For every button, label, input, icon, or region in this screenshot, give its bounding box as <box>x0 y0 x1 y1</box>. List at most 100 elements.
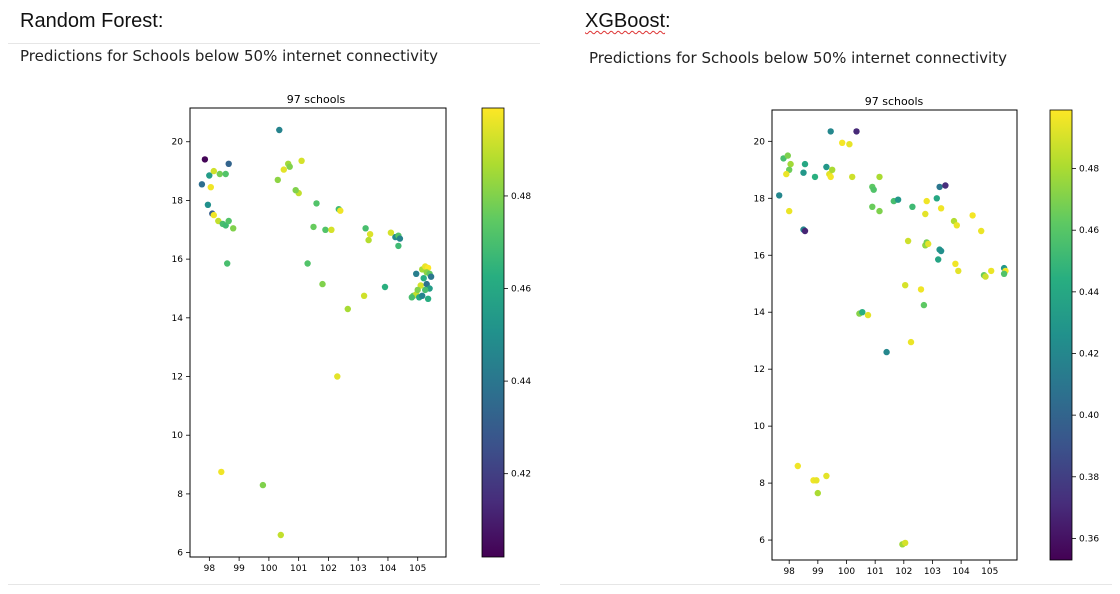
xgboost-heading-group: XGBoost: <box>585 9 671 33</box>
xgboost-data-point <box>909 203 916 210</box>
xgboost-data-point <box>786 207 793 215</box>
xgboost-ytick-label: 10 <box>754 422 766 432</box>
random-forest-data-point <box>334 373 341 380</box>
xgboost-data-point <box>937 247 945 255</box>
random-forest-colorbar <box>481 107 505 558</box>
xgboost-data-point <box>894 196 902 203</box>
xgboost-data-point <box>849 173 856 181</box>
xgboost-colorbar-tick-label: 0.48 <box>1079 165 1099 175</box>
xgboost-colorbar-tick-label: 0.42 <box>1079 349 1099 359</box>
random-forest-data-point <box>292 187 299 194</box>
random-forest-data-point <box>310 223 317 231</box>
xgboost-data-point <box>952 260 959 267</box>
xgboost-ytick-label: 16 <box>754 251 766 261</box>
xgboost-data-point <box>811 173 819 181</box>
xgboost-ytick-label: 8 <box>759 479 765 489</box>
random-forest-data-point <box>408 294 415 301</box>
xgboost-colorbar-tick-label: 0.36 <box>1079 534 1099 544</box>
xgboost-data-point <box>982 273 989 280</box>
random-forest-data-point <box>414 286 421 294</box>
xgboost-colorbar <box>1049 109 1073 561</box>
xgboost-data-point <box>936 183 943 191</box>
random-forest-data-point <box>366 231 374 238</box>
random-forest-data-point <box>277 531 284 539</box>
random-forest-chart-title: 97 schools <box>287 93 346 106</box>
random-forest-ytick-label: 8 <box>177 490 183 500</box>
xgboost-chart-title: 97 schools <box>865 95 924 108</box>
random-forest-data-point <box>207 184 214 191</box>
xgboost-colorbar-ticks: 0.36 0.38 0.40 0.42 0.44 0.46 0.48 <box>1072 165 1099 544</box>
random-forest-data-point <box>230 225 237 232</box>
random-forest-data-point <box>286 163 293 170</box>
random-forest-data-point <box>419 292 426 299</box>
xgboost-data-point <box>904 237 912 245</box>
xgboost-xtick-label: 100 <box>838 567 855 577</box>
xgboost-data-point <box>787 160 794 168</box>
random-forest-data-point <box>210 167 217 175</box>
left-divider <box>8 43 540 44</box>
random-forest-colorbar-tick-label: 0.44 <box>511 377 531 387</box>
random-forest-colorbar-tick-label: 0.48 <box>511 192 531 202</box>
random-forest-colorbar-ticks: 0.42 0.44 0.46 0.48 <box>504 192 531 480</box>
xgboost-data-point <box>823 163 830 171</box>
random-forest-data-point <box>198 181 206 188</box>
random-forest-data-point <box>204 201 212 208</box>
random-forest-data-point <box>420 275 427 282</box>
random-forest-data-point <box>387 229 395 236</box>
random-forest-data-point <box>222 170 229 178</box>
random-forest-data-point <box>225 217 232 225</box>
random-forest-xtick-label: 104 <box>379 564 396 574</box>
xgboost-data-point <box>988 267 995 275</box>
xgboost-data-point <box>794 462 801 470</box>
random-forest-ytick-label: 10 <box>172 431 184 441</box>
random-forest-xtick-label: 102 <box>320 564 337 574</box>
xgboost-xtick-label: 104 <box>953 567 970 577</box>
random-forest-data-point <box>322 226 329 233</box>
xgboost-data-point <box>953 222 960 229</box>
xgboost-x-axis: 98 99 100 101 102 103 104 105 <box>783 560 998 577</box>
xgboost-xtick-label: 99 <box>812 567 824 577</box>
xgboost-data-point <box>937 205 945 212</box>
xgboost-data-point <box>933 195 940 202</box>
xgboost-data-point <box>853 128 860 135</box>
xgboost-data-point <box>876 173 883 181</box>
xgboost-chart: 97 schools 98 99 100 101 102 103 104 105 6 8 10 12… <box>754 95 1100 577</box>
random-forest-data-point <box>259 481 267 489</box>
random-forest-data-point <box>362 225 369 232</box>
xgboost-data-point <box>969 212 976 219</box>
random-forest-data-point <box>344 305 351 313</box>
xgboost-data-point <box>978 227 985 235</box>
random-forest-chart: 97 schools 98 99 100 101 102 103 104 105 6 8 10 12… <box>172 93 532 574</box>
random-forest-data-point <box>201 156 209 163</box>
random-forest-xtick-label: 99 <box>233 564 245 574</box>
random-forest-data-point <box>276 126 283 134</box>
xgboost-data-point <box>907 338 915 346</box>
random-forest-heading: Random Forest: <box>20 10 164 32</box>
xgboost-ytick-label: 20 <box>754 137 766 147</box>
random-forest-data-point <box>274 176 281 184</box>
random-forest-data-point <box>395 242 402 250</box>
random-forest-data-point <box>224 260 231 267</box>
random-forest-data-point <box>313 200 320 207</box>
xgboost-data-point <box>801 160 809 168</box>
xgboost-heading-colon: : <box>665 10 671 32</box>
random-forest-data-point <box>206 172 213 179</box>
xgboost-data-point <box>776 192 783 199</box>
xgboost-data-point <box>813 477 820 484</box>
xgboost-data-point <box>846 141 853 148</box>
random-forest-data-point <box>304 260 311 267</box>
xgboost-data-point <box>876 207 883 215</box>
xgboost-data-point <box>829 166 836 173</box>
xgboost-data-point <box>922 210 929 218</box>
xgboost-data-point <box>955 267 962 275</box>
random-forest-data-point <box>422 286 429 294</box>
xgboost-xtick-label: 101 <box>867 567 884 577</box>
random-forest-subheading: Predictions for Schools below 50% intern… <box>20 47 438 65</box>
random-forest-data-point <box>337 207 344 214</box>
random-forest-colorbar-tick-label: 0.42 <box>511 470 531 480</box>
xgboost-data-point <box>823 472 830 480</box>
xgboost-plot-area <box>771 109 1018 561</box>
random-forest-data-point <box>360 292 368 299</box>
xgboost-data-point <box>917 286 925 293</box>
